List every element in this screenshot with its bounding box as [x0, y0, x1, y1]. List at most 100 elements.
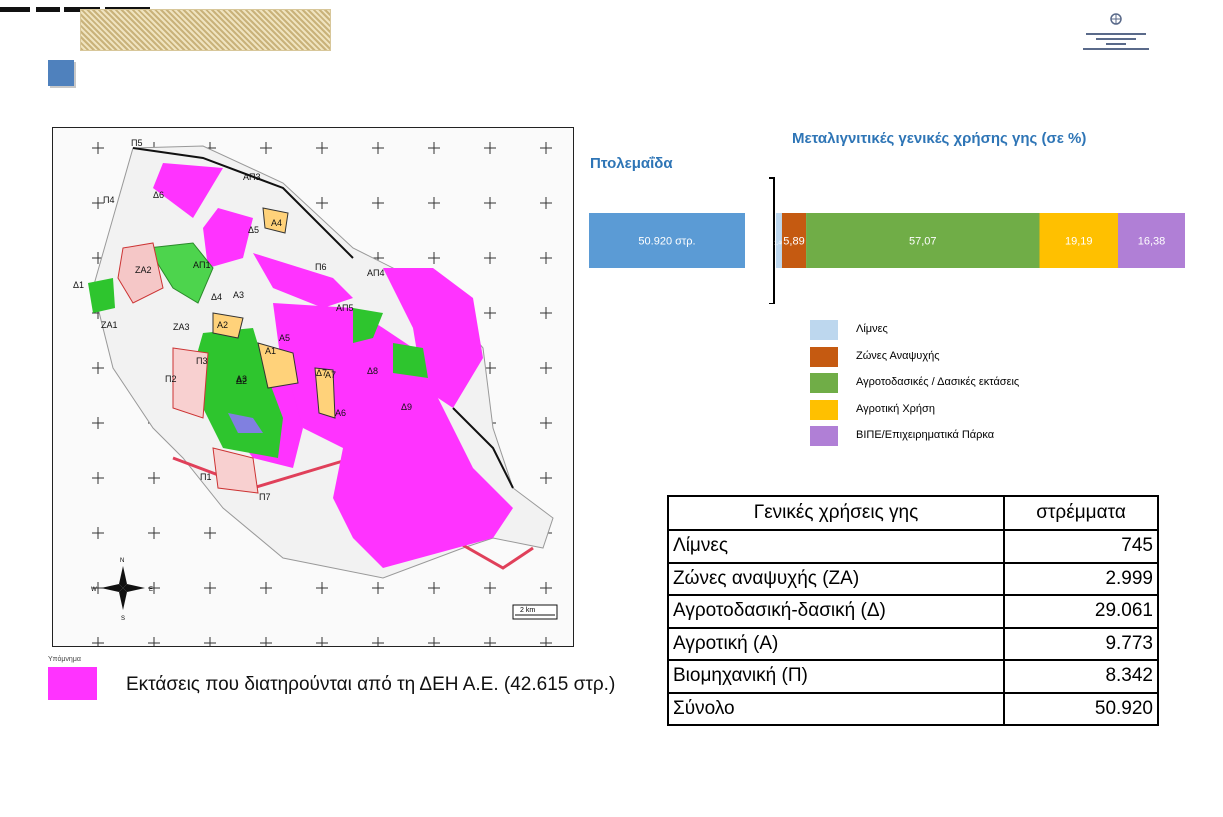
- grid-cross: [428, 197, 440, 209]
- map-label: Δ9: [401, 402, 412, 412]
- map-label: ΑΠ1: [193, 260, 211, 270]
- grid-cross: [428, 252, 440, 264]
- grid-cross: [316, 142, 328, 154]
- table-row: Λίμνες 745: [667, 529, 1159, 564]
- map-label: Α3: [233, 290, 244, 300]
- ministry-logo: [1080, 12, 1152, 50]
- bar-segment: [1039, 213, 1118, 268]
- grid-cross: [316, 582, 328, 594]
- legend-swatch: [810, 426, 838, 446]
- grid-cross: [484, 637, 496, 649]
- grid-cross: [540, 582, 552, 594]
- scale-bar: 2 km: [512, 604, 558, 620]
- table-row: Αγροτοδασική-δασική (Δ) 29.061: [667, 594, 1159, 629]
- grid-cross: [92, 362, 104, 374]
- total-area-label: 50.920 στρ.: [638, 236, 695, 248]
- grid-cross: [92, 637, 104, 649]
- map-label: Π1: [200, 472, 212, 482]
- compass-s: S: [121, 616, 125, 622]
- area-cell: 9.773: [1003, 626, 1159, 661]
- legend-item: Λίμνες: [810, 320, 1050, 340]
- grid-cross: [484, 252, 496, 264]
- chart-title: Μεταλιγνιτικές γενικές χρήσης γης (σε %): [792, 130, 1087, 147]
- land-use-cell: Ζώνες αναψυχής (ΖΑ): [667, 561, 1005, 596]
- table-header-area: στρέμματα: [1003, 495, 1159, 531]
- grid-cross: [204, 637, 216, 649]
- bar-value-label: 5,89: [783, 236, 804, 248]
- chart-subtitle: Πτολεμαΐδα: [590, 155, 673, 172]
- map-label: Δ1: [73, 280, 84, 290]
- retained-area-swatch: [48, 667, 97, 700]
- compass-icon: N E S W: [91, 558, 153, 622]
- grid-cross: [372, 142, 384, 154]
- grid-cross: [260, 582, 272, 594]
- grid-cross: [540, 197, 552, 209]
- map-label: Δ5: [248, 225, 259, 235]
- grid-cross: [484, 582, 496, 594]
- bar-segment: [1117, 213, 1185, 268]
- map-label: ΑΠ3: [243, 172, 261, 182]
- land-use-cell: Λίμνες: [667, 529, 1005, 564]
- map-label: Α1: [265, 346, 276, 356]
- emblem-icon: [1110, 13, 1122, 25]
- grid-cross: [316, 197, 328, 209]
- map-label: Α7: [325, 370, 336, 380]
- land-use-table: Γενικές χρήσεις γης στρέμματα Λίμνες 745 Ζ…: [667, 495, 1159, 726]
- total-area-bar: [589, 213, 745, 268]
- legend-label: ΒΙΠΕ/Επιχειρηματικά Πάρκα: [856, 429, 995, 441]
- legend-item: Αγροτοδασικές / Δασικές εκτάσεις: [810, 373, 1050, 393]
- legend-small-label: Υπόμνημα: [48, 656, 81, 663]
- map-label: Δ4: [211, 292, 222, 302]
- bar-segment: [806, 213, 1040, 268]
- bar-segment: [776, 213, 782, 268]
- legend-swatch: [810, 346, 838, 367]
- legend-label: Λίμνες: [856, 323, 888, 335]
- map-label: Α6: [335, 408, 346, 418]
- grid-cross: [484, 197, 496, 209]
- map-label: Δ3: [236, 374, 247, 384]
- grid-cross: [540, 307, 552, 319]
- map-label: Π6: [315, 262, 327, 272]
- legend-item: ΒΙΠΕ/Επιχειρηματικά Πάρκα: [810, 426, 1050, 446]
- grid-cross: [428, 142, 440, 154]
- grid-cross: [428, 637, 440, 649]
- land-use-map: Π5 Π4 Δ6 ΑΠ3 Α4 Δ5 ΑΠ1 ΖΑ2 Δ1 ΖΑ1 ΖΑ3 Δ4 Α3 Π6 ΑΠ4 ΑΠ5 Α…: [52, 127, 574, 649]
- legend-swatch: [810, 373, 838, 393]
- map-label: Δ6: [153, 190, 164, 200]
- bar-segment: [781, 213, 807, 268]
- land-use-cell: Αγροτική (Α): [667, 626, 1005, 661]
- grid-cross: [540, 472, 552, 484]
- land-use-cell: Σύνολο: [667, 691, 1005, 726]
- compass-n: N: [120, 558, 124, 564]
- map-label: ΖΑ2: [135, 265, 152, 275]
- grid-cross: [428, 582, 440, 594]
- bar-value-label: 16,38: [1138, 236, 1166, 248]
- area-cell: 29.061: [1003, 594, 1159, 629]
- area-cell: 8.342: [1003, 659, 1159, 694]
- map-label: ΖΑ3: [173, 322, 190, 332]
- grid-cross: [540, 252, 552, 264]
- bar-value-label: 19,19: [1065, 236, 1093, 248]
- map-label: ΑΠ4: [367, 268, 385, 278]
- grid-cross: [484, 307, 496, 319]
- land-use-cell: Βιομηχανική (Π): [667, 659, 1005, 694]
- map-label: Π3: [196, 356, 208, 366]
- grid-cross: [92, 527, 104, 539]
- grid-cross: [372, 637, 384, 649]
- header-strip: [0, 0, 190, 12]
- area-cell: 50.920: [1003, 691, 1159, 726]
- table-row: Βιομηχανική (Π) 8.342: [667, 659, 1159, 694]
- table-row: Αγροτική (Α) 9.773: [667, 626, 1159, 661]
- map-label: ΑΠ5: [336, 303, 354, 313]
- bar-value-label: 1,46: [774, 241, 784, 247]
- bar-value-label: 57,07: [909, 236, 937, 248]
- grid-cross: [372, 582, 384, 594]
- map-label: Π7: [259, 492, 271, 502]
- grid-cross: [540, 637, 552, 649]
- grid-cross: [92, 142, 104, 154]
- grid-cross: [148, 637, 160, 649]
- legend-label: Ζώνες Αναψυχής: [856, 349, 940, 362]
- map-label: Π5: [131, 138, 143, 148]
- legend-swatch: [810, 320, 838, 340]
- stacked-bar-chart: 50.920 στρ. 1,46 5,89 57,07 19,19 16,38: [586, 176, 1192, 305]
